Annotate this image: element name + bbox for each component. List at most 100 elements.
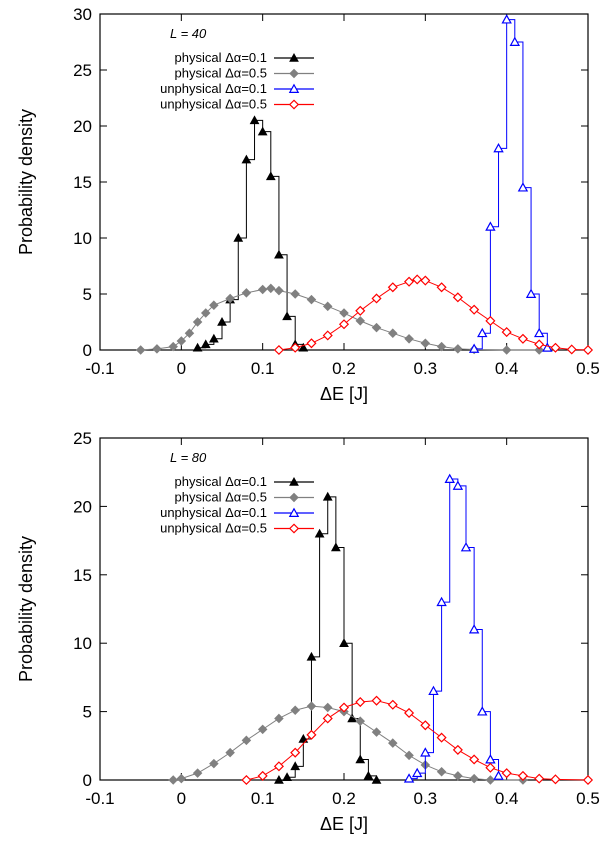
data-point — [265, 171, 276, 181]
data-point — [338, 702, 350, 713]
data-point — [257, 724, 268, 735]
data-point — [274, 774, 284, 784]
legend-label: unphysical Δα=0.5 — [160, 521, 267, 536]
data-point — [411, 767, 423, 778]
data-point — [436, 282, 447, 293]
data-point — [493, 770, 504, 780]
data-point — [436, 767, 447, 777]
data-point — [306, 651, 317, 661]
series-line — [409, 478, 500, 780]
data-point — [192, 317, 203, 327]
data-point — [290, 289, 300, 299]
data-point — [371, 774, 382, 784]
data-point — [566, 344, 577, 355]
data-point — [290, 342, 301, 353]
data-point — [550, 774, 561, 785]
x-tick-label: 0.3 — [414, 359, 438, 378]
data-point — [452, 744, 463, 755]
data-point — [388, 328, 398, 338]
data-point — [217, 316, 227, 326]
data-point — [209, 758, 219, 769]
data-point — [436, 732, 447, 743]
data-point — [298, 733, 309, 743]
data-point — [453, 771, 463, 781]
data-point — [428, 685, 439, 696]
x-tick-label: -0.1 — [85, 359, 114, 378]
series-1 — [168, 701, 528, 785]
data-point — [298, 342, 309, 352]
series-3 — [241, 695, 594, 786]
legend-label: unphysical Δα=0.1 — [160, 505, 267, 520]
data-point — [241, 288, 252, 298]
data-point — [485, 762, 496, 773]
y-tick-label: 5 — [83, 285, 92, 304]
data-point — [273, 761, 284, 772]
y-tick-label: 0 — [83, 771, 92, 790]
data-point — [485, 315, 496, 326]
legend-label: physical Δα=0.1 — [175, 50, 267, 65]
data-point — [420, 338, 431, 349]
y-tick-label: 30 — [73, 5, 92, 24]
data-point — [469, 754, 480, 765]
x-tick-label: 0.2 — [332, 359, 356, 378]
data-point — [184, 328, 195, 338]
data-point — [322, 491, 333, 501]
data-point — [290, 705, 300, 715]
data-point — [420, 275, 431, 286]
data-point — [339, 638, 349, 647]
y-axis-label: Probability density — [16, 109, 36, 255]
data-point — [355, 305, 366, 316]
data-point — [200, 339, 211, 349]
data-point — [371, 322, 382, 333]
data-point — [420, 747, 431, 757]
data-point — [485, 221, 496, 231]
series-line — [278, 278, 589, 351]
legend-swatch-marker — [289, 68, 299, 79]
data-point — [282, 311, 292, 321]
data-point — [290, 761, 301, 771]
data-point — [168, 341, 178, 352]
data-point — [550, 342, 561, 353]
data-point — [468, 343, 480, 353]
data-point — [509, 36, 521, 46]
y-tick-label: 5 — [83, 703, 92, 722]
data-point — [403, 773, 415, 783]
legend-swatch-marker — [288, 83, 300, 93]
data-point — [266, 283, 276, 294]
data-point — [452, 480, 464, 490]
data-point — [192, 768, 203, 778]
plot-frame — [99, 13, 589, 351]
data-point — [225, 747, 235, 758]
data-point — [257, 126, 268, 136]
data-point — [534, 339, 545, 350]
data-point — [257, 770, 268, 781]
data-point — [176, 773, 187, 784]
data-point — [582, 344, 594, 356]
data-point — [388, 738, 398, 748]
data-point — [241, 735, 252, 746]
y-tick-label: 0 — [83, 341, 92, 360]
x-tick-label: 0.5 — [576, 789, 600, 808]
data-point — [233, 232, 244, 242]
y-tick-label: 25 — [73, 429, 92, 448]
data-point — [412, 274, 423, 285]
data-point — [404, 276, 415, 287]
x-tick-label: 0.1 — [251, 789, 275, 808]
data-point — [314, 528, 325, 538]
y-tick-label: 20 — [73, 497, 92, 516]
data-point — [306, 338, 317, 349]
data-point — [168, 775, 178, 785]
data-point — [517, 333, 528, 344]
data-point — [363, 770, 374, 780]
data-point — [469, 304, 480, 315]
data-point — [200, 308, 211, 318]
data-point — [371, 293, 382, 304]
data-point — [135, 345, 146, 355]
legend-swatch-marker — [288, 507, 300, 517]
x-tick-label: 0 — [177, 789, 186, 808]
series-line — [140, 287, 540, 351]
data-point — [355, 696, 366, 708]
legend-swatch-marker — [289, 52, 299, 62]
data-point — [453, 344, 463, 354]
